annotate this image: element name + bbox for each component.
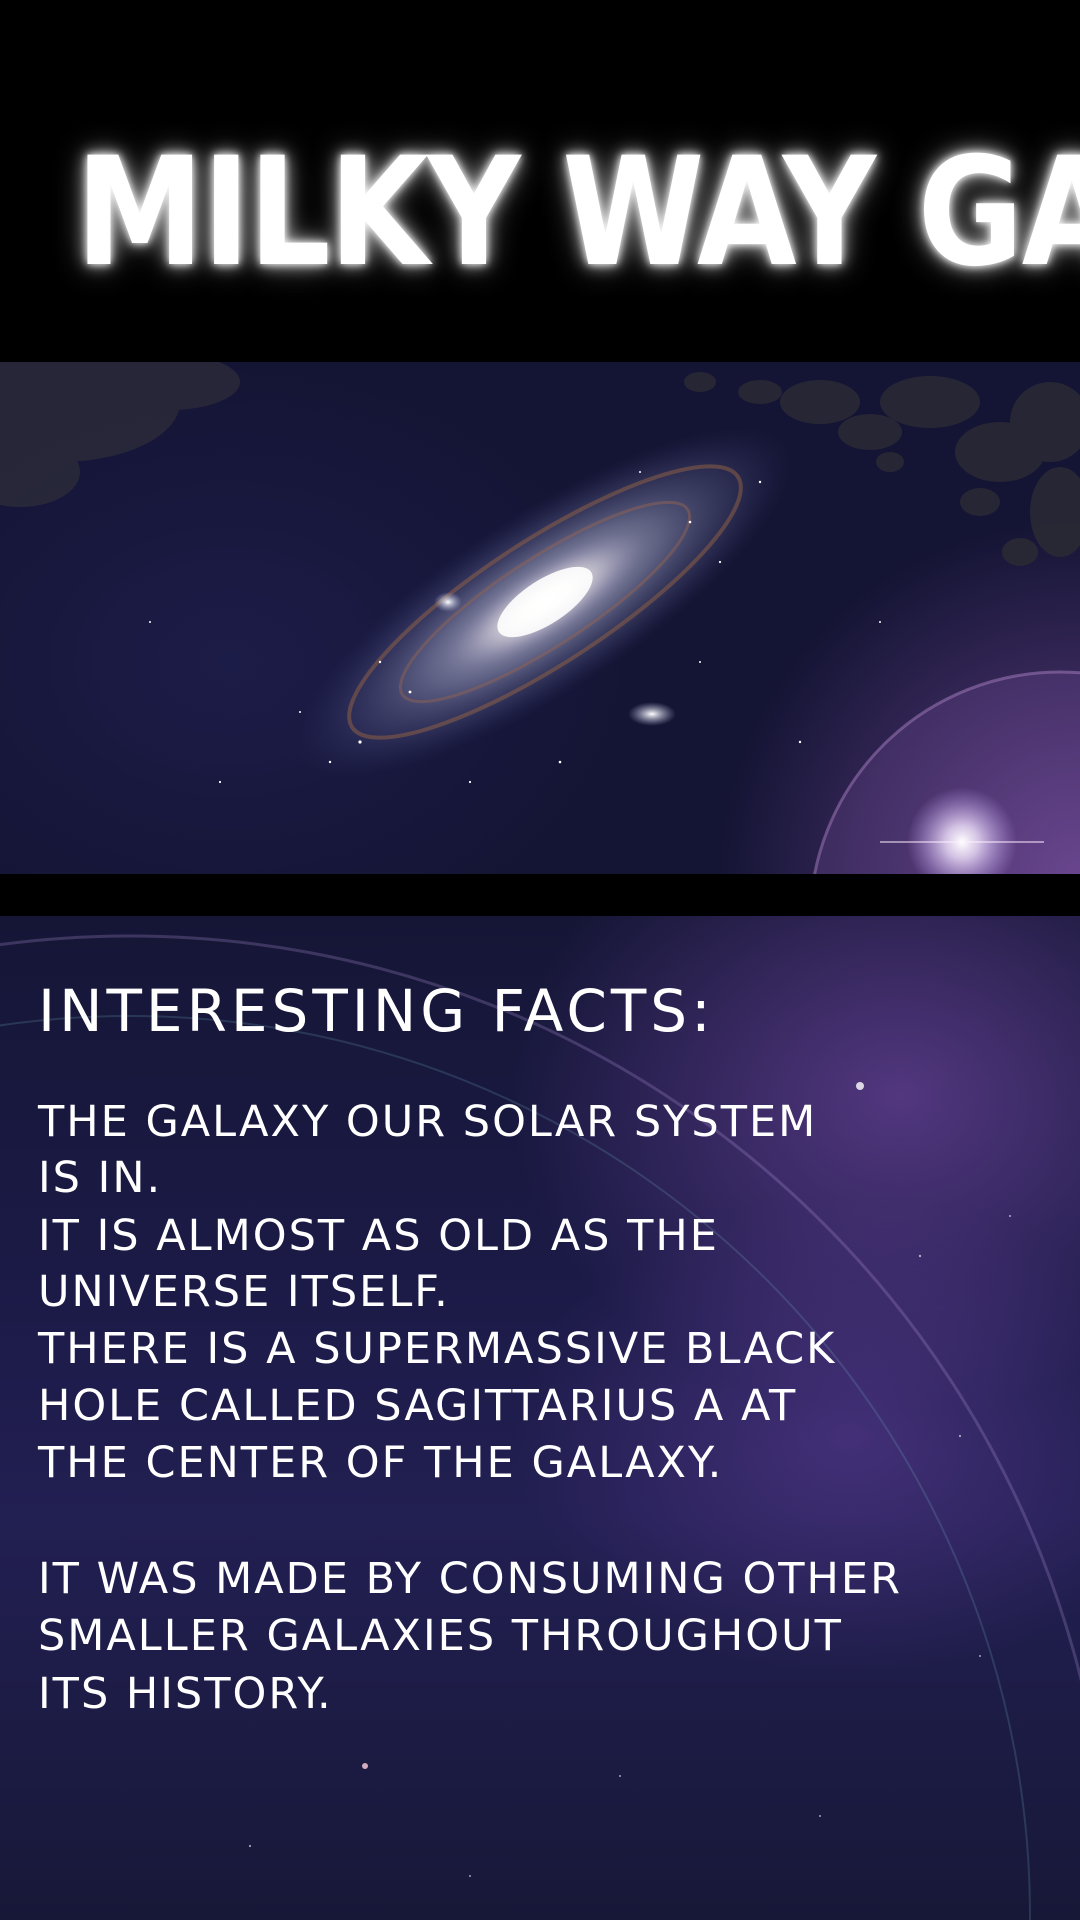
galaxy-illustration (0, 362, 1080, 874)
fact-line: THERE IS A SUPERMASSIVE BLACK (38, 1324, 837, 1374)
fact-line: IT WAS MADE BY CONSUMING OTHER (38, 1554, 902, 1604)
fact-line: THE CENTER OF THE GALAXY. (38, 1438, 724, 1488)
separator-bar (0, 874, 1080, 916)
galaxy-disk (296, 426, 794, 778)
asteroid-cluster-left (0, 362, 240, 507)
fact-line: UNIVERSE ITSELF. (38, 1267, 450, 1317)
fact-line: IS IN. (38, 1153, 163, 1203)
asteroid-cluster-right (684, 372, 1080, 566)
fact-line: THE GALAXY OUR SOLAR SYSTEM (38, 1097, 818, 1147)
fact-line: SMALLER GALAXIES THROUGHOUT (38, 1611, 843, 1661)
satellite-galaxy (434, 592, 462, 612)
fact-line: ITS HISTORY. (38, 1669, 333, 1719)
satellite-galaxy (628, 702, 676, 726)
fact-line: IT IS ALMOST AS OLD AS THE (38, 1211, 719, 1261)
space-background (0, 934, 1080, 1920)
facts-heading: INTERESTING FACTS: (38, 977, 715, 1045)
bright-star (907, 787, 1017, 874)
fact-line: HOLE CALLED SAGITTARIUS A AT (38, 1381, 798, 1431)
title-band: MILKY WAY GALAXY (0, 0, 1080, 362)
page-title: MILKY WAY GALAXY (75, 126, 1080, 300)
star-field (149, 471, 881, 784)
facts-section: INTERESTING FACTS: THE GALAXY OUR SOLAR … (0, 916, 1080, 1920)
galaxy-artwork (0, 362, 1080, 874)
